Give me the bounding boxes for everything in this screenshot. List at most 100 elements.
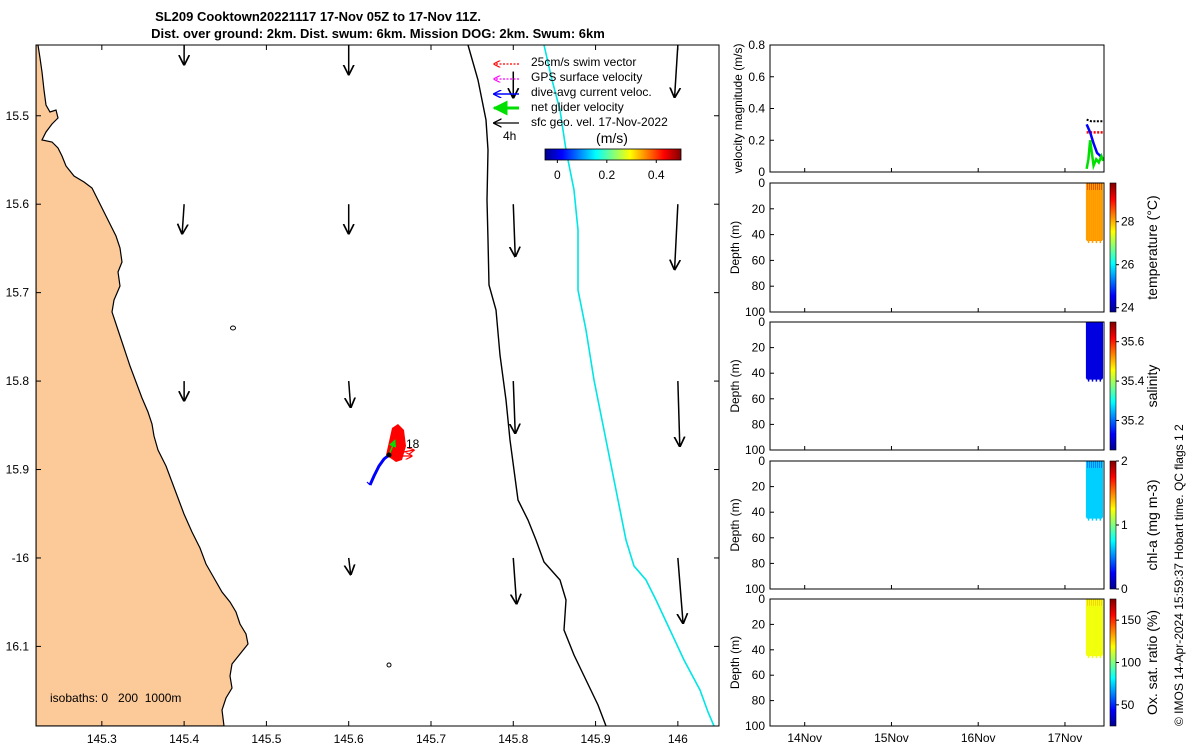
velocity-timeseries-series-3 — [1085, 140, 1105, 171]
salinity-section-colorbar-tick-label: 35.2 — [1121, 413, 1145, 427]
map-x-tick-label: 145.8 — [498, 732, 528, 746]
geo-vector-arrow — [678, 381, 680, 446]
temperature-section-panel: 24 26 28 temperature (°C) 0 20 40 60 80 100 Depth … — [728, 176, 1160, 319]
map-x-tick-label: 146 — [668, 732, 688, 746]
map-y-tick-label: 15.8 — [6, 374, 30, 388]
oxygen-section-x-tick-label: 15Nov — [874, 731, 909, 745]
oxygen-section-colorbar-tick-label: 50 — [1121, 698, 1135, 712]
chla-section-y-tick-label: 60 — [752, 531, 766, 545]
map-panel: 145.3 145.4 145.5 145.6 145.7 145.8 145.9 146 1… — [6, 44, 720, 746]
oxygen-section-y-tick-label: 0 — [758, 592, 765, 606]
temperature-section-y-tick-label: 20 — [752, 202, 766, 216]
temperature-section-y-tick-label: 60 — [752, 253, 766, 267]
map-legend: 25cm/s swim vector GPS surface velocity … — [492, 55, 668, 129]
map-colorbar-title: (m/s) — [596, 130, 628, 146]
oxygen-section-y-label: Depth (m) — [728, 636, 742, 689]
velocity-timeseries-y-tick-label: 0.4 — [748, 102, 765, 116]
land-mass — [36, 45, 249, 726]
title-line-2: Dist. over ground: 2km. Dist. swum: 6km.… — [151, 26, 605, 41]
map-x-tick-label: 145.5 — [251, 732, 281, 746]
oxygen-section-colorbar-tick-label: 100 — [1121, 656, 1141, 670]
map-x-tick-label: 145.4 — [169, 732, 199, 746]
geo-vector-arrow — [349, 557, 351, 574]
glider-track — [366, 424, 414, 486]
geo-vector-arrow — [182, 204, 184, 233]
map-y-tick-label: 15.9 — [6, 463, 30, 477]
map-colorbar-bar — [544, 148, 682, 161]
temperature-section-colorbar-tick-label: 24 — [1121, 301, 1135, 315]
chla-section-colorbar-tick-label: 2 — [1121, 454, 1128, 468]
oxygen-section-y-tick-label: 40 — [752, 643, 766, 657]
salinity-section-y-label: Depth (m) — [728, 359, 742, 412]
salinity-section-y-tick-label: 20 — [752, 341, 766, 355]
salinity-section-colorbar-tick-label: 35.6 — [1121, 335, 1145, 349]
isobath-200m — [467, 45, 607, 726]
geo-vector-arrow — [678, 557, 683, 623]
reef-island-2 — [386, 662, 392, 668]
chla-section-colorbar-tick-label: 0 — [1121, 582, 1128, 596]
geo-vector-arrow — [513, 204, 515, 256]
temperature-section-colorbar — [1109, 182, 1117, 313]
velocity-timeseries-y-tick-label: 0.6 — [748, 70, 765, 84]
chla-section-y-label: Depth (m) — [728, 498, 742, 551]
oxygen-section-colorbar-tick-label: 150 — [1121, 613, 1141, 627]
salinity-section-y-tick-label: 40 — [752, 366, 766, 380]
velocity-timeseries-series-0 — [1086, 118, 1104, 123]
salinity-section-y-tick-label: 100 — [745, 443, 765, 457]
geo-vector-arrow — [675, 204, 678, 269]
temperature-section-colorbar-tick-label: 28 — [1121, 215, 1135, 229]
geo-vector-arrow — [349, 381, 351, 407]
footer-timestamp: © IMOS 14-Apr-2024 15:59:37 Hobart time.… — [1172, 424, 1186, 726]
map-frame — [35, 44, 720, 727]
velocity-timeseries-y-tick-label: 0.8 — [748, 38, 765, 52]
glider-marker — [386, 452, 392, 458]
temperature-section-y-tick-label: 100 — [745, 305, 765, 319]
map-colorbar-tick-label: 0.2 — [598, 168, 615, 182]
oxygen-section-colorbar — [1109, 598, 1117, 727]
legend-swim: 25cm/s swim vector — [531, 55, 636, 69]
oxygen-section-y-tick-label: 60 — [752, 668, 766, 682]
map-colorbar-tick-label: 0.4 — [648, 168, 665, 182]
map-y-ticks: 15.5 15.6 15.7 15.8 15.9 -16 16.1 — [6, 109, 719, 653]
temperature-section-y-tick-label: 80 — [752, 279, 766, 293]
oxygen-section-y-tick-label: 20 — [752, 617, 766, 631]
map-y-tick-label: -16 — [12, 551, 30, 565]
legend-geo: sfc geo. vel. 17-Nov-2022 — [531, 115, 668, 129]
salinity-section-colorbar-label: salinity — [1144, 365, 1160, 408]
map-y-tick-label: 15.7 — [6, 286, 30, 300]
chla-section-y-tick-label: 80 — [752, 556, 766, 570]
oxygen-section-colorbar-label: Ox. sat. ratio (%) — [1144, 610, 1160, 715]
oxygen-section-x-tick-label: 16Nov — [961, 731, 996, 745]
oxygen-section-frame — [769, 598, 1105, 727]
legend-net: net glider velocity — [531, 100, 624, 114]
oxygen-section-y-tick-label: 80 — [752, 694, 766, 708]
chla-section-y-tick-label: 0 — [758, 454, 765, 468]
chla-section-y-tick-label: 100 — [745, 582, 765, 596]
map-colorbar-tick-label: 0 — [554, 168, 561, 182]
temperature-section-y-tick-label: 40 — [752, 228, 766, 242]
salinity-section-colorbar — [1109, 321, 1117, 451]
temperature-section-frame — [769, 182, 1105, 313]
oxygen-section-x-tick-label: 14Nov — [787, 731, 822, 745]
chla-section-frame — [769, 460, 1105, 590]
chla-section-colorbar-label: chl-a (mg m-3) — [1144, 479, 1160, 570]
map-x-tick-label: 145.9 — [581, 732, 611, 746]
map-y-tick-label: 15.5 — [6, 109, 30, 123]
legend-dive-avg: dive-avg current veloc. — [531, 85, 652, 99]
map-x-tick-label: 145.7 — [416, 732, 446, 746]
temperature-section-y-label: Depth (m) — [728, 221, 742, 274]
salinity-section-panel: 35.2 35.4 35.6 salinity 0 20 40 60 80 100 Depth (m… — [728, 315, 1160, 457]
velocity-timeseries-y-tick-label: 0.2 — [748, 133, 765, 147]
chla-section-panel: 0 1 2 chl-a (mg m-3) 0 20 40 60 80 100 Depth (m) — [728, 454, 1160, 596]
salinity-section-colorbar-tick-label: 35.4 — [1121, 374, 1145, 388]
chla-section-colorbar-tick-label: 1 — [1121, 518, 1128, 532]
temperature-section-colorbar-label: temperature (°C) — [1144, 195, 1160, 299]
map-x-ticks: 145.3 145.4 145.5 145.6 145.7 145.8 145.9 146 — [87, 45, 688, 746]
oxygen-section-y-tick-label: 100 — [745, 719, 765, 733]
map-y-tick-label: 15.6 — [6, 197, 30, 211]
chla-section-y-tick-label: 20 — [752, 480, 766, 494]
velocity-timeseries-y-tick-label: 0 — [758, 165, 765, 179]
chla-section-y-tick-label: 40 — [752, 505, 766, 519]
